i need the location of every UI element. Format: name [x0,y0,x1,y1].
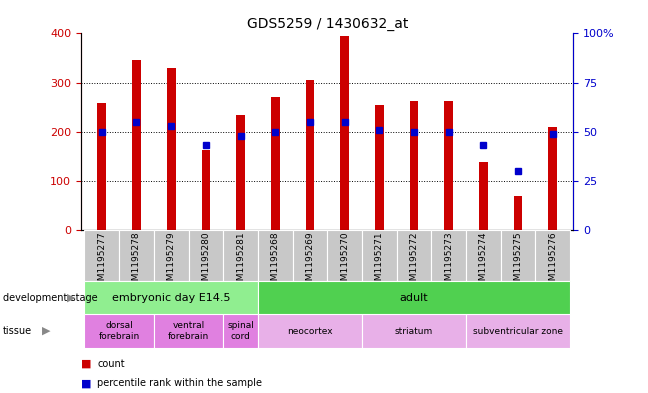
Bar [97,103,106,230]
Bar [466,314,570,348]
Bar [397,230,432,281]
Text: GSM1195270: GSM1195270 [340,231,349,292]
Text: GSM1195271: GSM1195271 [375,231,384,292]
Bar [340,36,349,230]
Bar [237,116,245,230]
Bar [258,230,292,281]
Text: GSM1195268: GSM1195268 [271,231,280,292]
Bar [154,314,223,348]
Bar [84,281,258,314]
Text: neocortex: neocortex [287,327,332,336]
Text: striatum: striatum [395,327,433,336]
Text: percentile rank within the sample: percentile rank within the sample [97,378,262,388]
Text: ■: ■ [81,378,91,388]
Text: GSM1195274: GSM1195274 [479,231,488,292]
Bar [132,61,141,230]
Text: ■: ■ [81,358,91,369]
Text: dorsal
forebrain: dorsal forebrain [98,321,140,341]
Bar [84,230,119,281]
Text: GSM1195279: GSM1195279 [167,231,176,292]
Bar [202,150,210,230]
Title: GDS5259 / 1430632_at: GDS5259 / 1430632_at [246,17,408,31]
Text: ▶: ▶ [42,326,51,336]
Text: subventricular zone: subventricular zone [473,327,563,336]
Bar [84,314,154,348]
Bar [119,230,154,281]
Bar [327,230,362,281]
Text: GSM1195276: GSM1195276 [548,231,557,292]
Text: ventral
forebrain: ventral forebrain [168,321,209,341]
Bar [154,230,189,281]
Text: GSM1195280: GSM1195280 [202,231,211,292]
Bar [189,230,223,281]
Text: spinal
cord: spinal cord [227,321,254,341]
Text: GSM1195275: GSM1195275 [513,231,522,292]
Text: GSM1195269: GSM1195269 [305,231,314,292]
Bar [258,314,362,348]
Bar [306,80,314,230]
Text: GSM1195281: GSM1195281 [236,231,245,292]
Bar [445,101,453,230]
Bar [514,195,522,230]
Bar [292,230,327,281]
Bar [362,314,466,348]
Text: GSM1195273: GSM1195273 [444,231,453,292]
Text: development stage: development stage [3,293,98,303]
Bar [479,162,488,230]
Bar [548,127,557,230]
Text: GSM1195277: GSM1195277 [97,231,106,292]
Bar [466,230,501,281]
Text: adult: adult [400,293,428,303]
Bar [432,230,466,281]
Text: GSM1195272: GSM1195272 [410,231,419,292]
Bar [258,281,570,314]
Bar [271,97,279,230]
Text: tissue: tissue [3,326,32,336]
Bar [535,230,570,281]
Bar [223,230,258,281]
Text: embryonic day E14.5: embryonic day E14.5 [112,293,231,303]
Bar [375,105,384,230]
Bar [362,230,397,281]
Text: count: count [97,358,125,369]
Bar [223,314,258,348]
Bar [410,101,418,230]
Text: ▶: ▶ [67,293,75,303]
Bar [501,230,535,281]
Bar [167,68,176,230]
Text: GSM1195278: GSM1195278 [132,231,141,292]
